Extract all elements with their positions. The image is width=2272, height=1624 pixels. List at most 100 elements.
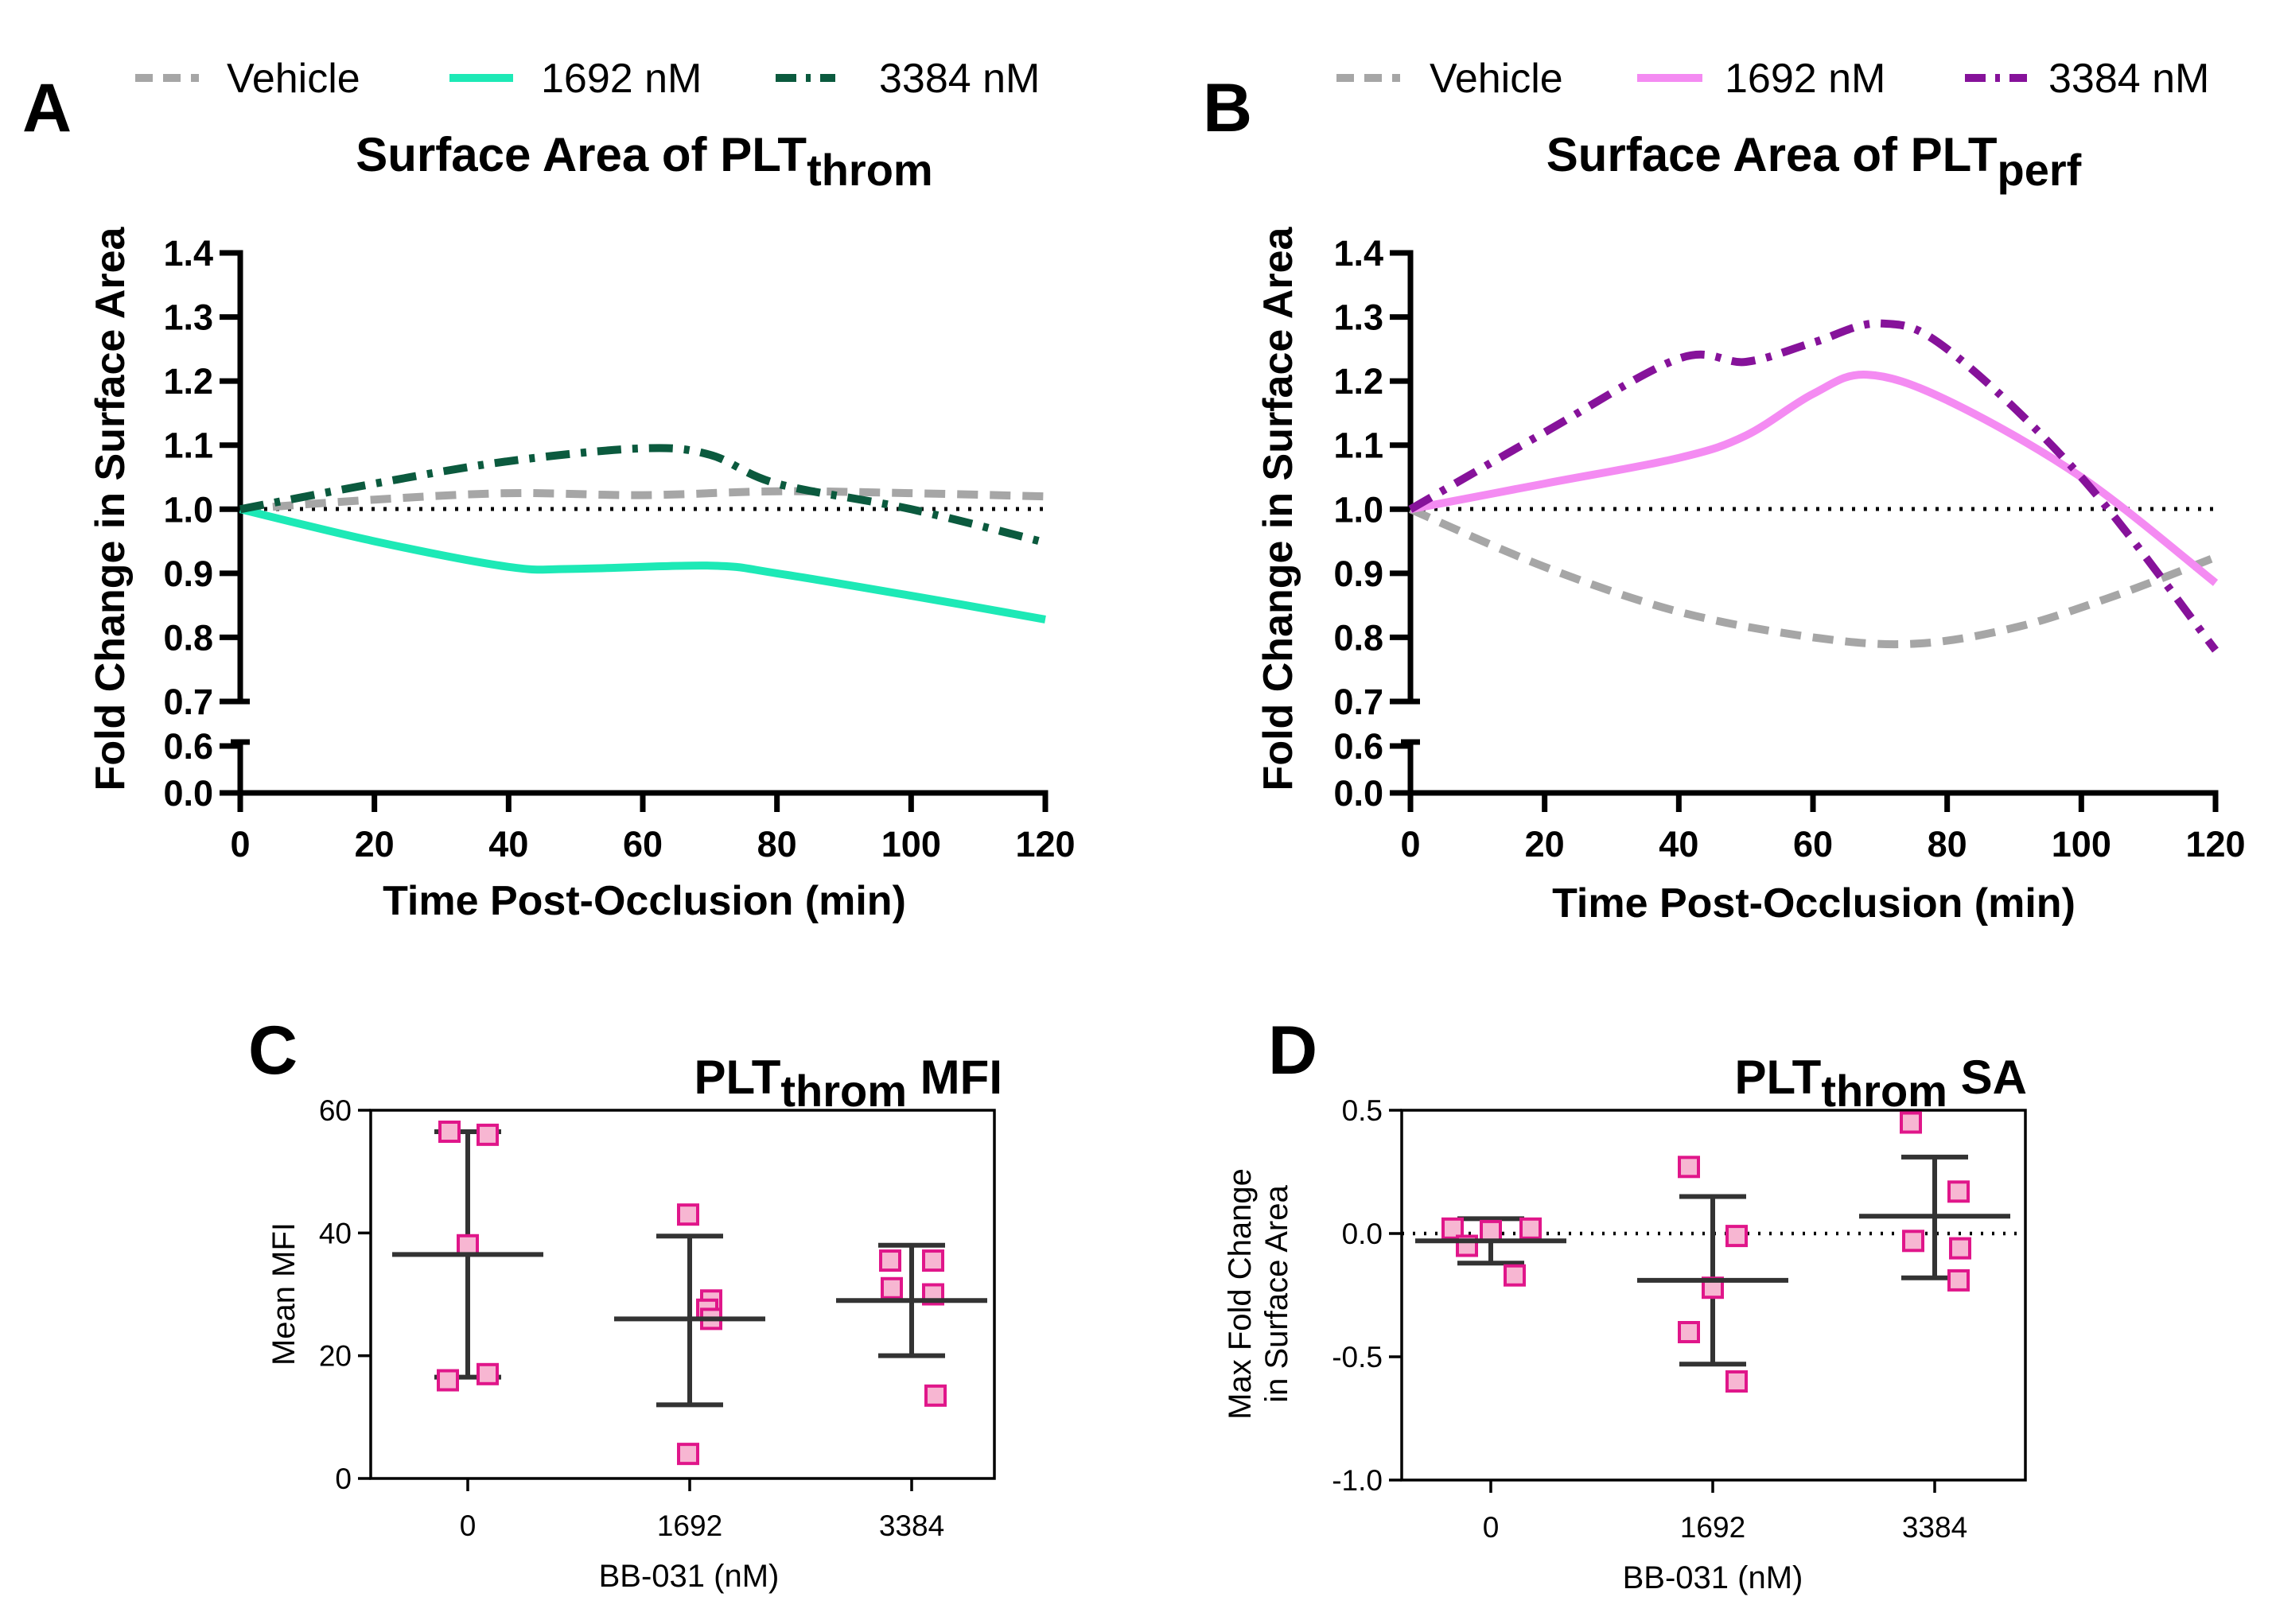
chart-title-c: PLTthrom MFI xyxy=(694,1051,1002,1116)
panel-letter-d: D xyxy=(1268,1012,1317,1089)
y-tick-label: 1.0 xyxy=(163,489,213,530)
series-line-3384-nm xyxy=(239,444,1047,547)
x-tick-label: 120 xyxy=(2185,824,2245,864)
y-tick-label: 60 xyxy=(319,1094,352,1127)
x-axis-label-c: BB-031 (nM) xyxy=(599,1559,780,1594)
y-tick-label: 1.2 xyxy=(1333,361,1383,402)
data-point xyxy=(1519,1217,1542,1240)
chart-title-a: Surface Area of PLTthrom xyxy=(356,128,932,195)
x-tick-label: 100 xyxy=(2052,824,2111,864)
panel-b: B Vehicle 1692 nM 3384 nM Surface Area o… xyxy=(1203,56,2246,927)
data-point xyxy=(677,1203,699,1226)
x-tick-label: 0 xyxy=(1483,1511,1500,1544)
series-b xyxy=(1408,319,2219,653)
chart-title-b: Surface Area of PLTperf xyxy=(1546,128,2082,195)
panel-letter-a: A xyxy=(22,70,72,146)
legend-label-vehicle: Vehicle xyxy=(227,56,360,102)
data-point xyxy=(1902,1230,1924,1253)
legend-label-3384: 3384 nM xyxy=(2048,56,2209,102)
x-axis-label-b: Time Post-Occlusion (min) xyxy=(1552,880,2076,927)
data-point xyxy=(477,1362,499,1385)
y-tick-label: 0.0 xyxy=(1342,1218,1383,1250)
y-tick-label: 0.7 xyxy=(1333,682,1383,722)
x-tick-label: 20 xyxy=(355,824,395,864)
series-line-vehicle xyxy=(239,487,1046,514)
x-tick-label: 80 xyxy=(757,824,797,864)
x-tick-label: 0 xyxy=(230,824,250,864)
y-axis-label-d-line1: Max Fold Change xyxy=(1223,1168,1258,1420)
panel-a: A Vehicle 1692 nM 3384 nM Surface Area o… xyxy=(22,56,1076,924)
y-tick-label: 0.0 xyxy=(1333,773,1383,814)
x-tick-label: 100 xyxy=(881,824,941,864)
data-point xyxy=(1441,1217,1464,1240)
data-point xyxy=(438,1121,461,1144)
x-tick-label: 60 xyxy=(1793,824,1833,864)
x-tick-label: 1692 xyxy=(657,1509,722,1542)
data-point xyxy=(477,1123,499,1146)
x-tick-label: 0 xyxy=(1400,824,1420,864)
x-tick-label: 20 xyxy=(1525,824,1565,864)
y-tick-label: 1.0 xyxy=(1333,489,1383,530)
x-tick-label: 1692 xyxy=(1680,1511,1745,1544)
y-tick-label: 0.9 xyxy=(163,554,213,594)
data-point xyxy=(881,1276,903,1300)
y-tick-label: 1.4 xyxy=(1333,233,1383,274)
y-tick-label: 0.6 xyxy=(163,726,213,767)
y-axis-label-a: Fold Change in Surface Area xyxy=(88,226,134,791)
chart-title-d: PLTthrom SA xyxy=(1734,1051,2027,1116)
x-tick-label: 120 xyxy=(1015,824,1075,864)
legend-b: Vehicle 1692 nM 3384 nM xyxy=(1336,56,2209,102)
data-point xyxy=(922,1249,944,1272)
y-tick-label: 0.0 xyxy=(163,773,213,814)
data-point xyxy=(1504,1264,1526,1287)
data-point xyxy=(1900,1111,1922,1134)
y-axis-label-d-line2: in Surface Area xyxy=(1259,1185,1294,1403)
y-tick-label: 1.2 xyxy=(163,361,213,402)
x-axis-label-d: BB-031 (nM) xyxy=(1623,1560,1803,1595)
series-line-3384-nm xyxy=(1408,319,2219,653)
plot-frame-c xyxy=(369,1109,996,1480)
x-tick-label: 80 xyxy=(1928,824,1967,864)
panel-letter-b: B xyxy=(1203,70,1252,146)
data-point xyxy=(1678,1321,1700,1343)
y-tick-label: 1.3 xyxy=(163,297,213,338)
data-point xyxy=(437,1369,459,1392)
legend-a: Vehicle 1692 nM 3384 nM xyxy=(135,56,1040,102)
data-point xyxy=(1947,1269,1970,1292)
y-tick-label: 0.6 xyxy=(1333,726,1383,767)
y-tick-label: 0.7 xyxy=(163,682,213,722)
series-line-vehicle xyxy=(1409,505,2217,649)
legend-label-3384: 3384 nM xyxy=(879,56,1040,102)
x-tick-label: 60 xyxy=(623,824,663,864)
y-axis-label-c: Mean MFI xyxy=(266,1222,302,1366)
ticks-b: 0.7 0.8 0.9 1.0 1.1 1.2 1.3 1.4 0.0 0.6 0 20 40 60 80 1… xyxy=(1333,233,2245,864)
x-tick-label: 3384 xyxy=(879,1509,944,1542)
y-tick-label: 0.8 xyxy=(163,617,213,658)
legend-label-1692: 1692 nM xyxy=(1725,56,1885,102)
y-tick-label: 0.8 xyxy=(1333,617,1383,658)
x-tick-label: 40 xyxy=(1659,824,1698,864)
y-tick-label: 1.1 xyxy=(1333,425,1383,466)
series-line-1692-nm xyxy=(1410,371,2219,586)
series-a xyxy=(239,444,1047,624)
x-tick-label: 40 xyxy=(488,824,528,864)
y-axis-label-b: Fold Change in Surface Area xyxy=(1255,226,1301,791)
series-line-1692-nm xyxy=(239,505,1046,624)
data-point xyxy=(677,1443,699,1466)
y-tick-label: -0.5 xyxy=(1332,1341,1383,1373)
data-point xyxy=(1947,1180,1970,1203)
x-tick-label: 3384 xyxy=(1902,1511,1967,1544)
panel-d: D PLTthrom SA Max Fold Change in Surface… xyxy=(1223,1012,2027,1595)
legend-label-1692: 1692 nM xyxy=(541,56,702,102)
x-tick-label: 0 xyxy=(460,1509,477,1542)
y-tick-label: 0.9 xyxy=(1333,554,1383,594)
y-tick-label: 1.1 xyxy=(163,425,213,466)
data-point xyxy=(879,1249,901,1272)
ticks-a: 0.7 0.8 0.9 1.0 1.1 1.2 1.3 1.4 0.0 0.6 0 20 40 60 80 1… xyxy=(163,233,1075,864)
legend-label-vehicle: Vehicle xyxy=(1430,56,1563,102)
y-tick-label: 0.5 xyxy=(1342,1094,1383,1127)
data-point xyxy=(457,1234,479,1257)
marks-c xyxy=(392,1121,987,1466)
